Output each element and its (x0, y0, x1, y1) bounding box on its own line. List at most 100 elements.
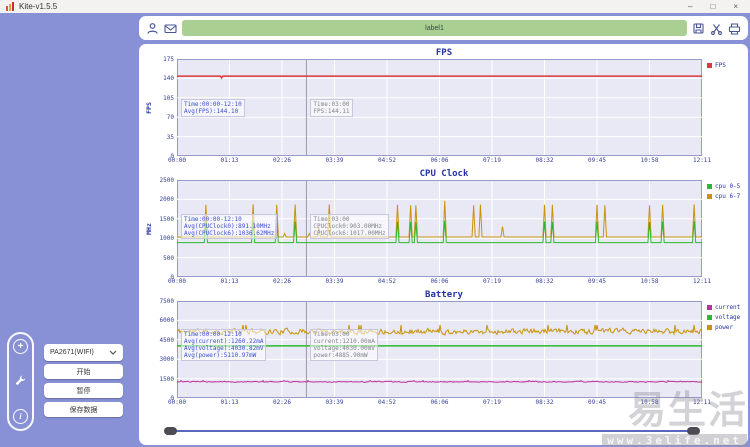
legend-swatch-icon (707, 63, 712, 68)
x-tick-label: 09:45 (587, 157, 607, 164)
pause-button[interactable]: 暂停 (44, 383, 123, 398)
legend-item: power (707, 324, 744, 331)
x-tick-label: 09:45 (587, 278, 607, 285)
legend-item: cpu 6-7 (707, 193, 744, 200)
chart-plot[interactable]: Time:00:00-12:10 Avg(current):1260.22mA Av… (176, 301, 703, 398)
annotation-line: CPUClock0:903.00MHz (313, 223, 383, 230)
annotation-line: Avg(current):1260.22mA (184, 338, 264, 345)
plot-svg (177, 59, 702, 156)
chart-plot[interactable]: Time:00:00-12:10 Avg(FPS):144.10 Time:03:0… (177, 59, 702, 156)
x-tick-label: 04:52 (377, 157, 397, 164)
y-tick-label: 0 (170, 395, 174, 402)
annotation-line: CPUClock6:1017.00MHz (313, 230, 386, 237)
x-tick-label: 01:13 (220, 278, 239, 285)
y-tick-label: 0 (170, 274, 174, 281)
y-tick-label: 140 (163, 75, 174, 83)
y-tick-label: 2000 (159, 196, 174, 204)
series-line-FPS (177, 75, 702, 80)
slider-track (169, 430, 695, 432)
x-tick-label: 10:58 (640, 399, 659, 406)
annotation-summary: Time:00:00-12:10 Avg(FPS):144.10 (181, 99, 245, 117)
settings-button[interactable] (13, 374, 28, 389)
chart-title: FPS (435, 48, 453, 58)
tool-pill (7, 332, 34, 431)
x-tick-label: 02:26 (272, 399, 292, 406)
y-tick-label: 1500 (159, 375, 174, 383)
chart-title: CPU Clock (419, 169, 469, 179)
mail-icon[interactable] (164, 22, 177, 35)
x-tick-label: 08:32 (535, 399, 554, 406)
info-button[interactable]: i (13, 409, 28, 424)
add-button[interactable]: + (13, 339, 28, 354)
annotation-cursor: Time:03:00 current:1210.00mA voltage:4030.… (310, 329, 378, 361)
chart-title: Battery (425, 290, 463, 300)
legend-item: current (707, 304, 744, 311)
x-tick-label: 06:06 (430, 399, 449, 406)
scissors-icon[interactable] (710, 22, 723, 35)
printer-icon[interactable] (728, 22, 741, 35)
y-tick-label: 500 (163, 254, 174, 262)
legend-swatch-icon (707, 184, 712, 189)
close-button[interactable]: × (733, 2, 738, 11)
x-tick-label: 12:11 (692, 399, 712, 406)
x-tick-label: 12:11 (692, 278, 712, 285)
x-tick-label: 04:52 (377, 399, 397, 406)
annotation-summary: Time:00:00-12:10 Avg(CPUClock0):891.10MHz… (181, 214, 278, 239)
legend-item: FPS (707, 62, 744, 69)
x-tick-label: 06:06 (430, 157, 449, 164)
maximize-button[interactable]: □ (710, 2, 716, 11)
x-tick-label: 03:39 (325, 399, 344, 406)
user-icon[interactable] (146, 22, 159, 35)
annotation-summary: Time:00:00-12:10 Avg(current):1260.22mA Av… (181, 329, 267, 361)
plus-icon: + (17, 340, 24, 352)
chart-plot[interactable]: Time:00:00-12:10 Avg(CPUClock0):891.10MHz… (177, 180, 702, 277)
y-axis-ticks: 0 500 1000 1500 2000 2500 (154, 177, 177, 281)
annotation-line: Avg(CPUClock0):891.10MHz (184, 223, 271, 230)
legend-swatch-icon (707, 315, 712, 320)
device-select[interactable]: PA2671(WIFI) (44, 344, 123, 361)
x-tick-label: 12:11 (692, 157, 712, 164)
chart-cpu-clock: CPU Clock MHz 0 500 1000 1500 2000 2500 Time:00:… (144, 168, 744, 289)
chart-legend: current voltage power (702, 301, 744, 398)
annotation-line: Avg(voltage):4030.82mV (184, 345, 264, 352)
y-tick-label: 35 (166, 133, 174, 141)
legend-label: cpu 0-5 (715, 183, 741, 190)
y-tick-label: 2500 (159, 177, 174, 184)
slider-handle-left[interactable] (164, 427, 177, 435)
chart-legend: cpu 0-5 cpu 6-7 (702, 180, 744, 277)
minimize-button[interactable]: – (688, 2, 693, 11)
x-tick-label: 08:32 (535, 278, 554, 285)
y-tick-label: 70 (166, 114, 174, 122)
y-tick-label: 105 (163, 94, 174, 102)
x-axis-ticks: 00:00 01:13 02:26 03:39 04:52 06:06 07:19 08:32… (168, 398, 711, 409)
x-tick-label: 08:32 (535, 157, 554, 164)
y-tick-label: 3000 (159, 356, 174, 364)
x-tick-label: 10:58 (640, 278, 659, 285)
annotation-line: Time:00:00-12:10 (184, 101, 242, 108)
time-range-slider[interactable] (164, 426, 700, 436)
chart-battery: Battery 0 1500 3000 4500 6000 7500 Time:00:00-1… (144, 289, 744, 410)
x-tick-label: 04:52 (377, 278, 397, 285)
slider-handle-right[interactable] (687, 427, 700, 435)
device-select-value: PA2671(WIFI) (50, 349, 94, 356)
legend-swatch-icon (707, 305, 712, 310)
annotation-line: voltage:4030.00mV (313, 345, 375, 352)
y-axis-ticks: 0 1500 3000 4500 6000 7500 (154, 298, 177, 402)
x-tick-label: 00:00 (167, 278, 187, 285)
x-axis-ticks: 00:00 01:13 02:26 03:39 04:52 06:06 07:19 08:32… (168, 156, 711, 167)
window-controls: – □ × (688, 0, 744, 13)
x-tick-label: 07:19 (482, 399, 502, 406)
save-icon[interactable] (692, 22, 705, 35)
label-input[interactable]: label1 (182, 20, 687, 36)
label-text: label1 (425, 24, 444, 32)
legend-label: voltage (715, 314, 741, 321)
annotation-cursor: Time:03:00 CPUClock0:903.00MHz CPUClock6:1… (310, 214, 389, 239)
annotation-line: Time:03:00 (313, 101, 350, 108)
x-tick-label: 01:13 (220, 157, 239, 164)
save-data-button[interactable]: 保存数据 (44, 402, 123, 417)
start-button[interactable]: 开始 (44, 364, 123, 379)
y-tick-label: 1000 (159, 235, 174, 243)
annotation-line: Avg(FPS):144.10 (184, 108, 239, 115)
y-tick-label: 1500 (159, 215, 174, 223)
series-line-cpu-0-5 (177, 220, 702, 244)
